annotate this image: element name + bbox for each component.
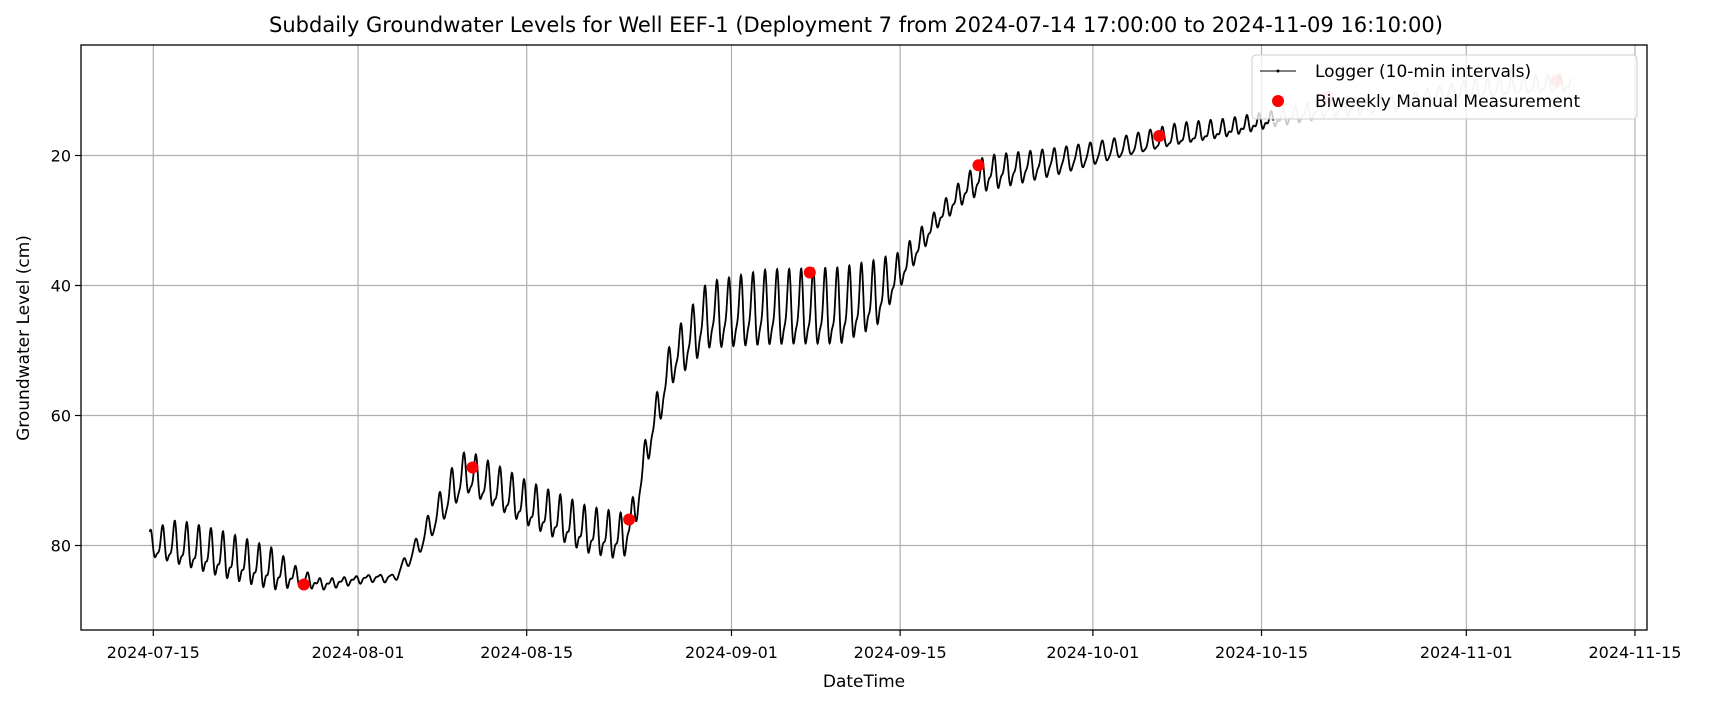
logger-series <box>148 72 1572 591</box>
x-tick-label: 2024-09-15 <box>854 643 947 662</box>
y-tick-label: 60 <box>51 407 71 426</box>
legend-logger-marker <box>1260 69 1296 73</box>
manual-measurement-point <box>623 513 636 526</box>
logger-line <box>148 110 1275 591</box>
x-tick-label: 2024-09-01 <box>685 643 778 662</box>
x-tick-label: 2024-08-01 <box>312 643 405 662</box>
x-axis-label: DateTime <box>823 672 905 692</box>
y-tick-label: 40 <box>51 277 71 296</box>
legend-logger-label: Logger (10-min intervals) <box>1315 62 1531 82</box>
manual-measurement-point <box>1153 130 1166 142</box>
manual-measurement-point <box>972 159 985 172</box>
legend-manual-label: Biweekly Manual Measurement <box>1315 92 1580 112</box>
y-axis-label: Groundwater Level (cm) <box>14 235 34 441</box>
legend-manual-marker <box>1272 95 1284 107</box>
plot-frame <box>80 44 1648 631</box>
y-tick-label: 80 <box>51 537 71 556</box>
manual-measurement-point <box>297 578 310 591</box>
legend-box <box>1251 54 1638 120</box>
x-tick-label: 2024-08-15 <box>480 643 573 662</box>
x-axis-ticks: 2024-07-15 2024-08-01 2024-08-15 2024-09-01… <box>107 630 1681 662</box>
y-tick-label: 20 <box>51 147 71 166</box>
chart-title: Subdaily Groundwater Levels for Well EEF… <box>269 13 1443 37</box>
x-tick-label: 2024-10-15 <box>1215 643 1308 662</box>
manual-measurement-point <box>466 461 479 474</box>
manual-measurement-point <box>803 266 816 279</box>
grid-lines <box>81 45 1647 630</box>
x-tick-label: 2024-11-15 <box>1588 643 1681 662</box>
x-tick-label: 2024-10-01 <box>1046 643 1139 662</box>
y-axis-ticks: 20 40 60 80 <box>51 147 81 556</box>
manual-series <box>297 74 1563 591</box>
x-tick-label: 2024-07-15 <box>107 643 200 662</box>
chart-legend: Logger (10-min intervals) Biweekly Manua… <box>1251 54 1638 120</box>
x-tick-label: 2024-11-01 <box>1420 643 1513 662</box>
